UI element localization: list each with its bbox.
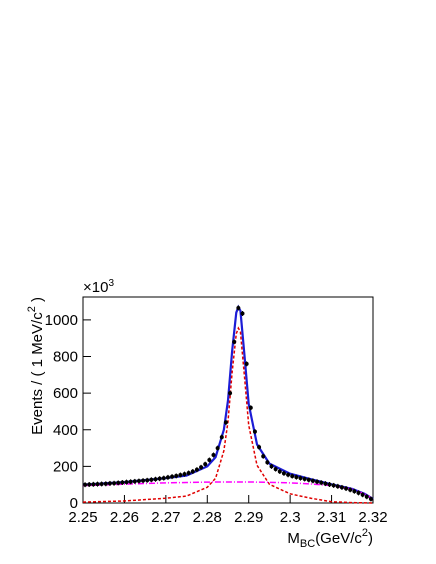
y-axis-label: Events / ( 1 MeV/c2 ) [26,297,46,435]
data-point [240,311,245,316]
data-point [103,481,108,486]
data-point [331,483,336,488]
data-point [207,457,212,462]
data-point [306,477,311,482]
data-point [199,465,204,470]
data-point [261,454,266,459]
data-point [87,482,92,487]
data-point [315,479,320,484]
data-point [190,469,195,474]
data-point [136,479,141,484]
x-tick-label: 2.28 [193,509,222,526]
y-tick-label: 0 [70,495,78,512]
data-point [95,482,100,487]
data-point [203,462,208,467]
y-tick-label: 600 [53,385,78,402]
x-tick-label: 2.25 [68,509,97,526]
data-point [141,478,146,483]
data-point [319,480,324,485]
data-point [356,490,361,495]
x-tick-label: 2.26 [110,509,139,526]
data-point [339,485,344,490]
data-point [83,482,88,487]
x-tick-label: 2.31 [317,509,346,526]
data-point [344,486,349,491]
data-point [145,478,150,483]
data-point [228,391,233,396]
multiplier: ×103 [83,278,114,296]
data-point [265,460,270,465]
data-point [112,481,117,486]
plot-frame [82,296,374,504]
data-point [120,480,125,485]
data-point [165,475,170,480]
data-point [99,481,104,486]
y-tick-label: 200 [53,458,78,475]
data-point [215,446,220,451]
data-point [219,435,224,440]
data-point [128,479,133,484]
data-point [132,479,137,484]
x-tick-label: 2.27 [151,509,180,526]
data-point [161,476,166,481]
data-point [273,467,278,472]
data-point [252,429,257,434]
data-point [348,487,353,492]
data-point [170,474,175,479]
y-tick-label: 800 [53,349,78,366]
x-tick-label: 2.29 [234,509,263,526]
data-point [223,420,228,425]
data-point [257,445,262,450]
x-tick-label: 2.3 [280,509,301,526]
data-point [368,496,373,501]
data-point [194,467,199,472]
data-point [107,481,112,486]
data-point [244,361,249,366]
data-point [91,482,96,487]
data-point [364,494,369,499]
fit-curve [82,304,374,500]
data-point [310,478,315,483]
data-point [281,471,286,476]
y-tick-label: 1000 [45,312,78,329]
data-point [178,472,183,477]
data-point [186,470,191,475]
data-point [298,476,303,481]
data-point [323,481,328,486]
fit-curve [82,481,374,500]
data-point [327,482,332,487]
data-point [248,405,253,410]
y-tick-label: 400 [53,422,78,439]
data-point [360,492,365,497]
data-point [124,480,129,485]
data-point [286,472,291,477]
data-point [116,480,121,485]
data-point [294,475,299,480]
data-point [269,464,274,469]
x-tick-label: 2.32 [358,509,387,526]
data-point [290,474,295,479]
data-point [149,477,154,482]
data-point [277,469,282,474]
data-point [211,453,216,458]
data-point [182,472,187,477]
data-point [153,477,158,482]
data-point [232,339,237,344]
data-point [157,476,162,481]
data-point [335,484,340,489]
data-point [174,473,179,478]
fit-curve [82,326,374,504]
x-axis-label: MBC(GeV/c2) [287,527,373,550]
data-point [352,489,357,494]
data-point [236,305,241,310]
data-point [302,477,307,482]
